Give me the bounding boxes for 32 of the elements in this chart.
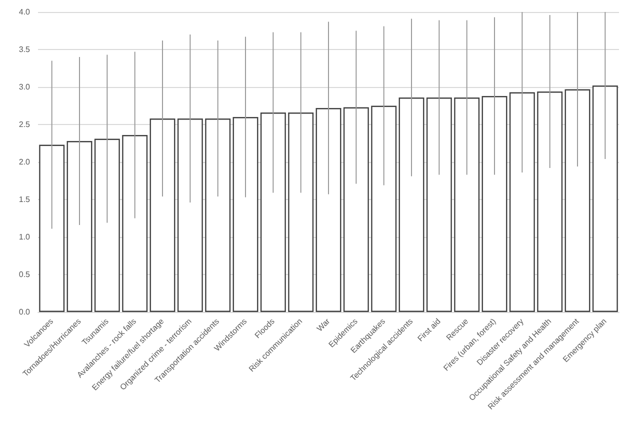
y-tick-label: 1.0 — [18, 232, 31, 242]
x-tick-label: First aid — [416, 316, 442, 344]
bar — [592, 86, 618, 312]
bar — [564, 89, 590, 312]
bar — [122, 135, 148, 312]
bar — [537, 92, 563, 312]
y-tick-label: 3.5 — [18, 45, 31, 54]
x-tick-label: War — [315, 316, 332, 334]
y-tick-label: 2.5 — [18, 120, 31, 129]
bar — [509, 92, 535, 312]
bar — [343, 107, 369, 312]
y-tick-label: 4.0 — [18, 8, 31, 16]
y-tick-label: 3.0 — [18, 82, 31, 92]
bar — [371, 106, 397, 312]
bar — [260, 112, 286, 312]
y-tick-label: 2.0 — [18, 158, 31, 166]
bar — [205, 118, 231, 312]
bar — [454, 98, 480, 312]
bar — [150, 118, 176, 312]
bar — [66, 141, 92, 312]
y-tick-label: 1.5 — [18, 195, 31, 204]
bar — [39, 144, 65, 312]
bar — [398, 98, 424, 312]
bar — [232, 117, 258, 312]
bar — [288, 112, 314, 312]
bar — [316, 108, 342, 312]
y-tick-label: 0.0 — [18, 308, 31, 316]
bar — [482, 96, 508, 312]
y-tick-label: 0.5 — [18, 270, 31, 279]
bar — [426, 98, 452, 312]
bar — [94, 138, 120, 312]
bar — [177, 118, 203, 312]
